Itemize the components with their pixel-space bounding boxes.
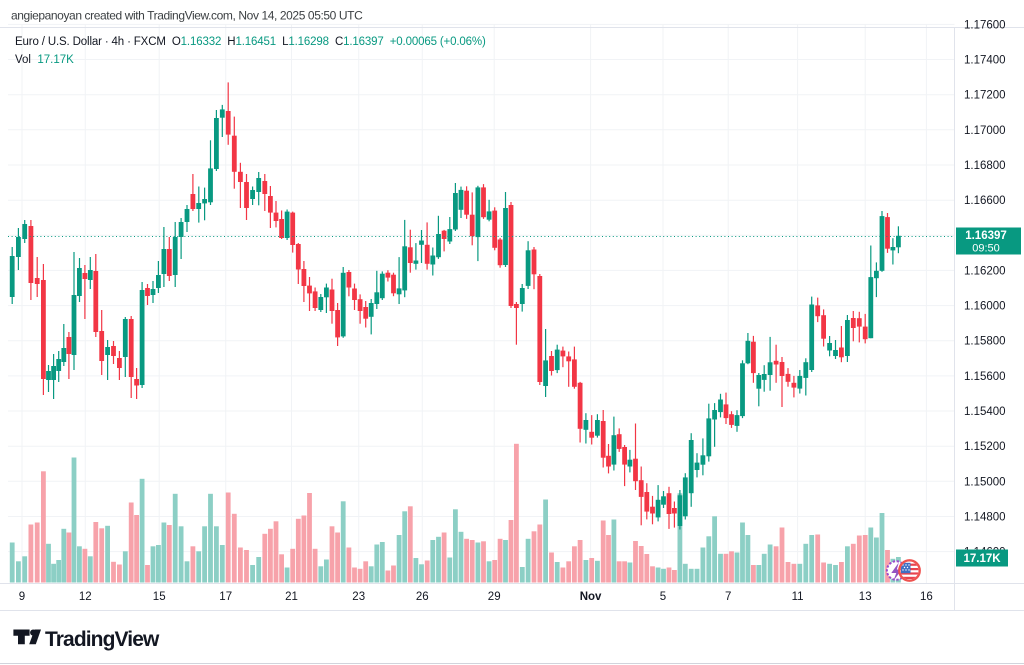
svg-text:23: 23 <box>352 591 365 603</box>
svg-text:11: 11 <box>792 591 804 603</box>
svg-text:15: 15 <box>153 591 166 603</box>
svg-text:1.16800: 1.16800 <box>964 160 1006 172</box>
svg-text:7: 7 <box>725 591 731 603</box>
svg-text:5: 5 <box>660 591 666 603</box>
svg-text:1.16000: 1.16000 <box>964 301 1006 313</box>
svg-text:1.17200: 1.17200 <box>964 90 1006 102</box>
svg-text:1.15400: 1.15400 <box>964 406 1006 418</box>
svg-text:1.15000: 1.15000 <box>964 476 1006 488</box>
svg-text:Nov: Nov <box>580 591 602 603</box>
svg-text:12: 12 <box>79 591 92 603</box>
svg-text:29: 29 <box>488 591 501 603</box>
svg-text:1.17400: 1.17400 <box>964 55 1006 67</box>
svg-text:1.17600: 1.17600 <box>964 19 1006 31</box>
svg-text:16: 16 <box>920 591 933 603</box>
svg-text:TradingView: TradingView <box>45 628 160 651</box>
svg-text:1.15200: 1.15200 <box>964 441 1006 453</box>
svg-text:Vol 17.17K: Vol 17.17K <box>15 54 74 66</box>
svg-text:26: 26 <box>416 591 429 603</box>
svg-text:Euro / U.S. Dollar · 4h · FXCM: Euro / U.S. Dollar · 4h · FXCM O1.16332 … <box>15 36 486 48</box>
svg-text:1.16397: 1.16397 <box>965 230 1007 242</box>
svg-text:21: 21 <box>285 591 298 603</box>
svg-text:1.14800: 1.14800 <box>964 512 1006 524</box>
svg-text:13: 13 <box>859 591 872 603</box>
svg-text:1.15800: 1.15800 <box>964 336 1006 348</box>
svg-text:9: 9 <box>19 591 25 603</box>
svg-text:1.15600: 1.15600 <box>964 371 1006 383</box>
svg-text:17: 17 <box>219 591 232 603</box>
svg-text:angiepanoyan created with Trad: angiepanoyan created with TradingView.co… <box>11 9 363 23</box>
svg-text:17.17K: 17.17K <box>963 553 1001 565</box>
svg-text:1.16200: 1.16200 <box>964 265 1006 277</box>
svg-text:09:50: 09:50 <box>972 243 1000 255</box>
svg-text:1.17000: 1.17000 <box>964 125 1006 137</box>
svg-text:1.16600: 1.16600 <box>964 195 1006 207</box>
